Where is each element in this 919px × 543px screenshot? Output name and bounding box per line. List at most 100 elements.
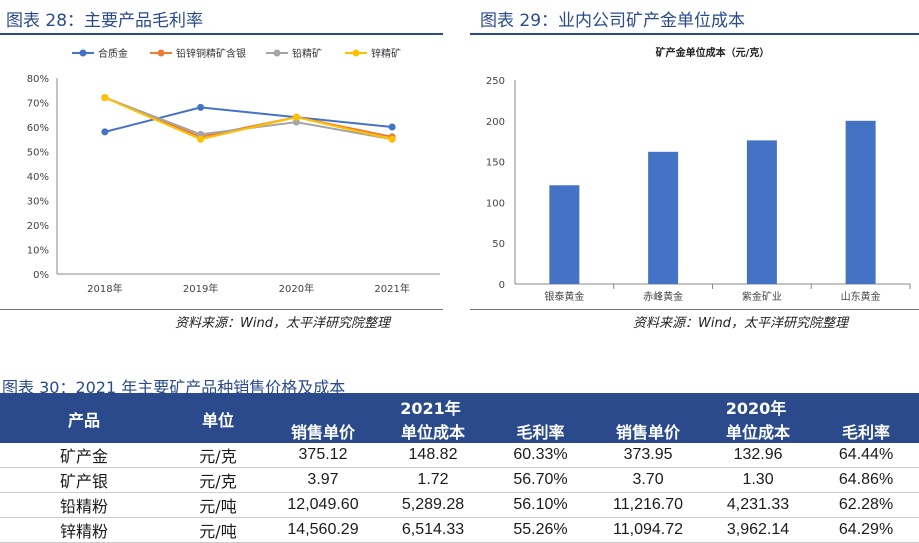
data-point: [292, 113, 300, 121]
y-tick-label: 200: [486, 117, 505, 128]
cell-margin-2020: 62.28%: [813, 492, 919, 518]
header-unit: 单位: [168, 395, 268, 443]
cell-price-2021: 375.12: [268, 443, 378, 468]
data-point: [101, 128, 109, 136]
legend-label: 锌精矿: [371, 47, 401, 60]
y-tick-label: 250: [486, 76, 505, 87]
data-point: [101, 94, 109, 102]
series-line: [104, 96, 393, 141]
data-point: [197, 103, 205, 111]
cell-cost-2021: 1.72: [378, 467, 488, 493]
x-tick-label: 紫金矿业: [742, 290, 782, 303]
x-tick-label: 2020年: [279, 282, 314, 295]
legend-swatch-marker: [273, 49, 281, 57]
bar: [648, 151, 679, 284]
table-row: 锌精粉 元/吨 14,560.29 6,514.33 55.26% 11,094…: [0, 517, 919, 543]
header-margin-2021: 毛利率: [488, 419, 594, 443]
series-line: [104, 96, 393, 138]
y-tick-label: 40%: [27, 172, 49, 183]
x-tick-label: 银泰黄金: [544, 290, 584, 303]
y-tick-label: 50%: [27, 148, 49, 159]
cell-cost-2021: 148.82: [378, 443, 488, 468]
y-tick-label: 150: [486, 158, 505, 169]
cell-price-2021: 12,049.60: [268, 492, 378, 518]
y-tick-label: 30%: [27, 197, 49, 208]
cell-unit: 元/吨: [168, 517, 268, 543]
cell-price-2020: 11,094.72: [593, 517, 704, 543]
cell-margin-2020: 64.29%: [813, 517, 919, 543]
x-tick-label: 2018年: [87, 282, 122, 295]
bar-chart: 矿产金单位成本（元/克） 0 50 100 150 200 250 银泰黄金 赤峰黄金 紫金矿业 山…: [486, 46, 911, 303]
series-line: [104, 96, 393, 141]
cell-margin-2020: 64.44%: [813, 443, 919, 468]
y-tick-label: 10%: [27, 246, 49, 257]
header-year-2020: 2020年: [593, 395, 919, 419]
cell-price-2021: 14,560.29: [268, 517, 378, 543]
cell-cost-2020: 132.96: [703, 443, 814, 468]
cell-cost-2020: 1.30: [703, 467, 814, 493]
bar: [549, 185, 580, 284]
cell-unit: 元/克: [168, 443, 268, 468]
x-tick-label: 山东黄金: [841, 290, 881, 303]
header-product: 产品: [0, 395, 168, 443]
cell-margin-2020: 64.86%: [813, 467, 919, 493]
price-cost-table: 产品 单位 2021年 2020年 销售单价 单位成本 毛利率 销售单价 单位成…: [0, 395, 919, 543]
line-chart: 合质金 铅锌铜精矿含银 铅精矿 锌精矿 0% 10% 20% 30% 40% 50% 60% 70% 8…: [27, 47, 440, 295]
left-chart-title: 图表 28：主要产品毛利率: [6, 11, 204, 31]
table-row: 矿产金 元/克 375.12 148.82 60.33% 373.95 132.…: [0, 443, 919, 468]
cell-unit: 元/吨: [168, 492, 268, 518]
bar-chart-title: 矿产金单位成本（元/克）: [656, 46, 770, 59]
data-point: [197, 130, 205, 138]
cell-price-2020: 373.95: [593, 443, 704, 468]
cell-price-2020: 3.70: [593, 467, 704, 493]
cell-unit: 元/克: [168, 467, 268, 493]
legend-label: 铅锌铜精矿含银: [176, 47, 246, 60]
cell-cost-2020: 4,231.33: [703, 492, 814, 518]
cell-cost-2021: 5,289.28: [378, 492, 488, 518]
cell-product: 矿产金: [0, 443, 168, 468]
y-tick-label: 70%: [27, 99, 49, 110]
y-tick-label: 50: [492, 239, 505, 250]
x-tick-label: 赤峰黄金: [643, 290, 683, 303]
left-title-rule: [0, 33, 443, 35]
cell-cost-2020: 3,962.14: [703, 517, 814, 543]
right-title-rule: [470, 33, 919, 35]
cell-product: 铅精粉: [0, 492, 168, 518]
y-tick-label: 0: [499, 280, 505, 291]
y-tick-label: 20%: [27, 221, 49, 232]
cell-product: 锌精粉: [0, 517, 168, 543]
legend-label: 铅精矿: [292, 47, 322, 60]
header-cost-2021: 单位成本: [378, 419, 488, 443]
header-cost-2020: 单位成本: [703, 419, 814, 443]
cell-product: 矿产银: [0, 467, 168, 493]
legend-swatch-marker: [157, 49, 165, 57]
cell-margin-2021: 56.10%: [488, 492, 594, 518]
header-price-2020: 销售单价: [593, 419, 704, 443]
series-line: [104, 106, 393, 133]
table-title: 图表 30：2021 年主要矿产品种销售价格及成本: [2, 378, 346, 397]
legend-swatch-marker: [79, 49, 87, 57]
right-source-note: 资料来源：Wind，太平洋研究院整理: [633, 316, 848, 331]
y-tick-label: 60%: [27, 123, 49, 134]
table-row: 矿产银 元/克 3.97 1.72 56.70% 3.70 1.30 64.86…: [0, 467, 919, 493]
header-margin-2020: 毛利率: [813, 419, 919, 443]
header-year-2021: 2021年: [268, 395, 594, 419]
cell-margin-2021: 56.70%: [488, 467, 594, 493]
data-point: [388, 135, 396, 143]
cell-margin-2021: 55.26%: [488, 517, 594, 543]
right-chart-title: 图表 29：业内公司矿产金单位成本: [480, 11, 746, 31]
left-source-note: 资料来源：Wind，太平洋研究院整理: [175, 316, 390, 331]
y-tick-label: 100: [486, 198, 505, 209]
legend-label: 合质金: [98, 47, 128, 60]
cell-cost-2021: 6,514.33: [378, 517, 488, 543]
y-tick-label: 0%: [33, 270, 49, 281]
cell-margin-2021: 60.33%: [488, 443, 594, 468]
data-point: [197, 135, 205, 143]
data-point: [292, 118, 300, 126]
header-price-2021: 销售单价: [268, 419, 378, 443]
left-bottom-rule: [0, 309, 443, 310]
table-title-rule: [0, 393, 919, 395]
bar: [746, 140, 777, 284]
bar: [845, 120, 876, 284]
y-tick-label: 80%: [27, 74, 49, 85]
